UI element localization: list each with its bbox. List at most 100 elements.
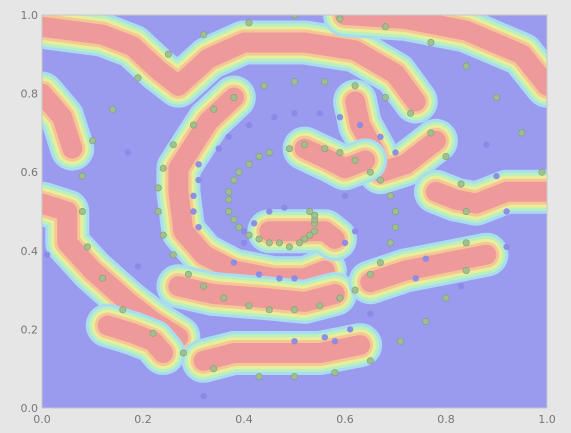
point-series-1-70 [301, 141, 309, 149]
y-tick-label: 0.6 [21, 166, 39, 179]
region-band-6-layer-4 [259, 221, 345, 249]
point-series-1-18 [119, 306, 127, 314]
point-series-1-12 [109, 105, 117, 113]
x-tick-label: 1.0 [538, 413, 556, 426]
point-series-1-16 [83, 243, 91, 251]
point-series-1-50 [184, 270, 192, 278]
point-series-0-31 [483, 141, 490, 148]
point-series-0-39 [250, 220, 258, 227]
data-points [43, 15, 546, 400]
point-series-0-38 [266, 208, 273, 215]
decision-regions [42, 15, 547, 383]
point-series-0-13 [341, 239, 349, 247]
point-series-1-28 [442, 294, 450, 302]
x-axis-ticks: 0.0 0.2 0.4 0.6 0.8 1.0 [33, 413, 556, 426]
point-series-1-53 [245, 302, 253, 310]
y-tick-label: 0.0 [21, 402, 39, 415]
point-series-0-23 [291, 338, 298, 345]
point-series-1-57 [336, 294, 344, 302]
point-series-1-8 [518, 129, 526, 137]
point-series-1-6 [462, 62, 470, 70]
point-series-1-61 [386, 239, 394, 247]
point-series-1-40 [260, 82, 268, 90]
point-series-0-37 [43, 251, 51, 258]
point-series-1-33 [442, 153, 450, 161]
point-series-1-25 [366, 357, 374, 365]
point-series-0-25 [331, 338, 339, 345]
point-series-1-27 [422, 317, 430, 325]
point-series-1-43 [190, 121, 198, 129]
point-series-1-81 [235, 223, 243, 231]
point-series-1-4 [381, 23, 389, 31]
point-series-0-11 [392, 149, 399, 156]
point-series-0-30 [457, 283, 465, 290]
point-series-0-36 [124, 149, 132, 156]
point-series-1-59 [366, 270, 374, 278]
point-series-1-83 [255, 235, 263, 243]
point-series-1-0 [200, 31, 208, 39]
point-series-1-74 [245, 160, 253, 168]
point-series-1-56 [316, 302, 324, 310]
point-series-1-79 [225, 208, 233, 216]
point-series-0-2 [215, 145, 222, 152]
point-series-1-9 [538, 168, 546, 176]
point-series-1-52 [220, 294, 228, 302]
point-series-1-82 [245, 231, 253, 239]
region-band-8-layer-4 [97, 315, 174, 363]
point-series-0-7 [316, 110, 323, 117]
axes-frame [41, 14, 548, 409]
point-series-1-78 [225, 196, 233, 204]
point-series-1-30 [462, 239, 470, 247]
point-series-0-4 [245, 121, 253, 129]
point-series-0-42 [281, 204, 288, 211]
point-series-0-3 [225, 133, 232, 140]
point-series-1-87 [296, 239, 304, 247]
point-series-0-10 [377, 133, 384, 140]
point-series-1-36 [381, 94, 389, 102]
point-series-0-8 [336, 114, 344, 121]
point-series-1-58 [351, 286, 359, 294]
y-tick-label: 0.8 [21, 88, 39, 101]
point-series-0-5 [271, 114, 278, 121]
point-series-0-17 [195, 224, 202, 231]
point-series-1-88 [301, 235, 309, 243]
point-series-1-72 [265, 149, 273, 157]
point-series-1-94 [306, 208, 314, 216]
point-series-1-38 [321, 78, 329, 86]
point-series-1-17 [99, 274, 107, 282]
point-series-1-3 [336, 15, 344, 23]
point-series-1-20 [179, 349, 187, 357]
point-series-1-73 [255, 153, 263, 161]
point-series-1-69 [321, 145, 329, 153]
point-series-1-84 [265, 239, 273, 247]
region-band-5-layer-4 [168, 276, 345, 312]
point-series-1-34 [427, 129, 435, 137]
point-series-1-75 [235, 168, 243, 176]
point-series-1-31 [462, 208, 470, 216]
point-series-1-77 [225, 188, 233, 196]
point-series-0-0 [195, 176, 202, 184]
point-series-1-10 [164, 50, 172, 58]
point-series-1-63 [391, 208, 399, 216]
point-series-1-42 [210, 105, 218, 113]
point-series-1-14 [78, 172, 86, 180]
point-series-0-22 [200, 393, 207, 400]
point-series-0-9 [356, 121, 364, 129]
point-series-0-32 [493, 172, 500, 180]
point-series-1-80 [230, 215, 238, 223]
point-series-0-28 [412, 275, 419, 282]
point-series-1-35 [407, 109, 415, 117]
point-series-1-44 [169, 141, 177, 149]
point-series-0-12 [341, 192, 349, 199]
point-series-1-66 [366, 168, 374, 176]
point-series-1-46 [154, 184, 162, 192]
point-series-1-5 [427, 38, 435, 46]
point-series-1-23 [290, 373, 298, 381]
point-series-0-19 [255, 271, 263, 278]
point-series-1-54 [265, 306, 273, 314]
y-tick-label: 0.4 [21, 245, 39, 258]
x-tick-label: 0.6 [336, 413, 354, 426]
point-series-1-89 [306, 231, 314, 239]
point-series-0-26 [346, 326, 354, 333]
point-series-1-13 [89, 137, 97, 145]
